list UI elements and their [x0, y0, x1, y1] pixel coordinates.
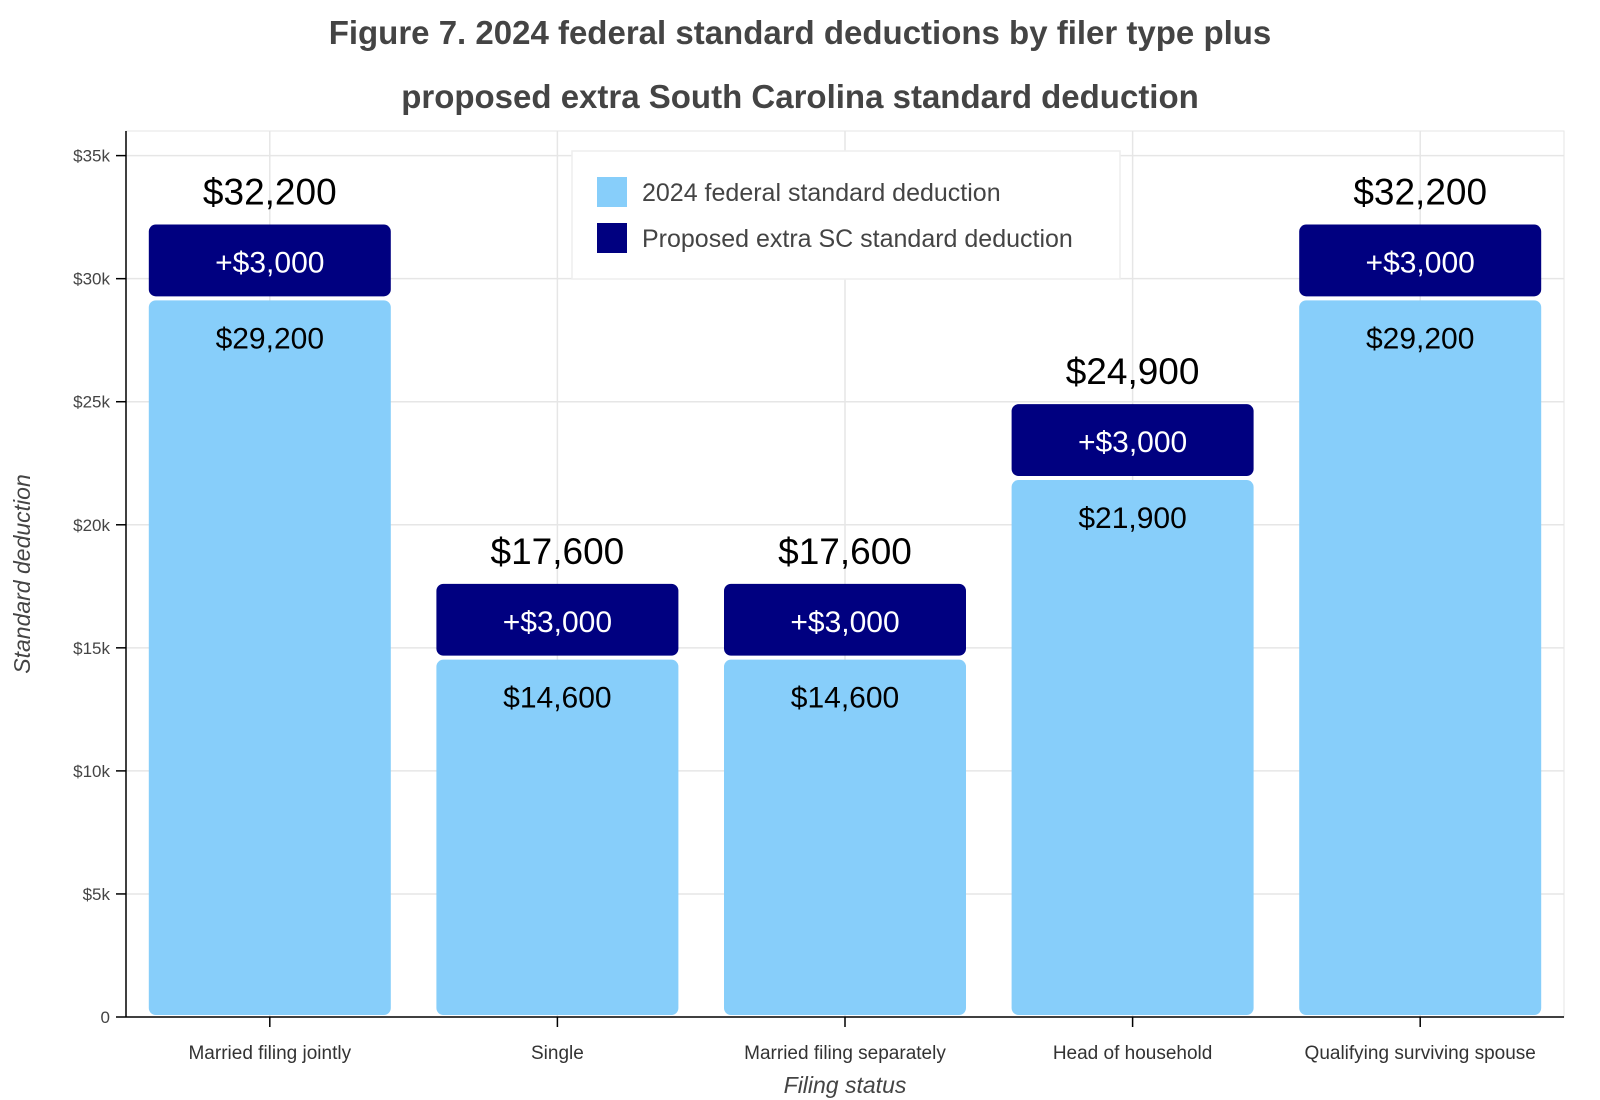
legend-label: Proposed extra SC standard deduction [642, 225, 1073, 253]
bar-federal [1299, 300, 1542, 1015]
y-tick-label: $5k [83, 885, 111, 904]
bar-sc-extra-label: +$3,000 [1366, 246, 1475, 279]
y-tick-label: $35k [73, 147, 110, 166]
legend-swatch [597, 177, 627, 207]
bar-total-label: $32,200 [203, 172, 337, 213]
bar-sc-extra-label: +$3,000 [215, 246, 324, 279]
bar-federal-label: $14,600 [503, 682, 611, 715]
bar-federal-label: $21,900 [1078, 502, 1186, 535]
legend-swatch [597, 223, 627, 253]
bar-total-label: $24,900 [1066, 351, 1200, 392]
y-tick-label: $25k [73, 393, 110, 412]
y-tick-label: $20k [73, 516, 110, 535]
bar-sc-extra-label: +$3,000 [790, 606, 899, 639]
bar-sc-extra [1011, 404, 1254, 477]
bar-federal [724, 659, 966, 1015]
bar-federal [436, 659, 679, 1015]
x-tick-label: Married filing separately [744, 1043, 946, 1064]
bar-federal-label: $14,600 [791, 682, 899, 715]
bar-sc-extra-label: +$3,000 [503, 606, 612, 639]
bar-sc-extra-label: +$3,000 [1078, 426, 1187, 459]
x-axis-title: Filing status [784, 1072, 907, 1098]
bar-total-label: $17,600 [778, 531, 912, 572]
x-tick-label: Qualifying surviving spouse [1305, 1043, 1536, 1064]
x-tick-label: Head of household [1053, 1043, 1213, 1064]
bar-total-label: $17,600 [491, 531, 625, 572]
y-tick-label: $10k [73, 762, 110, 781]
bar-sc-extra [148, 224, 391, 297]
y-axis-title: Standard deduction [9, 474, 35, 674]
bar-sc-extra [436, 583, 679, 656]
bar-federal [1011, 480, 1254, 1015]
bar-sc-extra [1299, 224, 1542, 297]
y-tick-label: 0 [101, 1008, 110, 1027]
bar-federal [148, 300, 391, 1015]
bar-sc-extra [724, 583, 966, 656]
x-tick-label: Married filing jointly [188, 1043, 351, 1064]
legend-box [571, 150, 1121, 280]
y-tick-label: $30k [73, 270, 110, 289]
chart-title-line-1: Figure 7. 2024 federal standard deductio… [328, 14, 1272, 51]
bar-federal-label: $29,200 [216, 322, 324, 355]
bar-total-label: $32,200 [1353, 172, 1487, 213]
y-tick-label: $15k [73, 639, 110, 658]
x-tick-label: Single [531, 1043, 584, 1064]
chart-title-line-2: proposed extra South Carolina standard d… [401, 78, 1199, 115]
legend-label: 2024 federal standard deduction [642, 179, 1001, 207]
bar-federal-label: $29,200 [1366, 322, 1474, 355]
